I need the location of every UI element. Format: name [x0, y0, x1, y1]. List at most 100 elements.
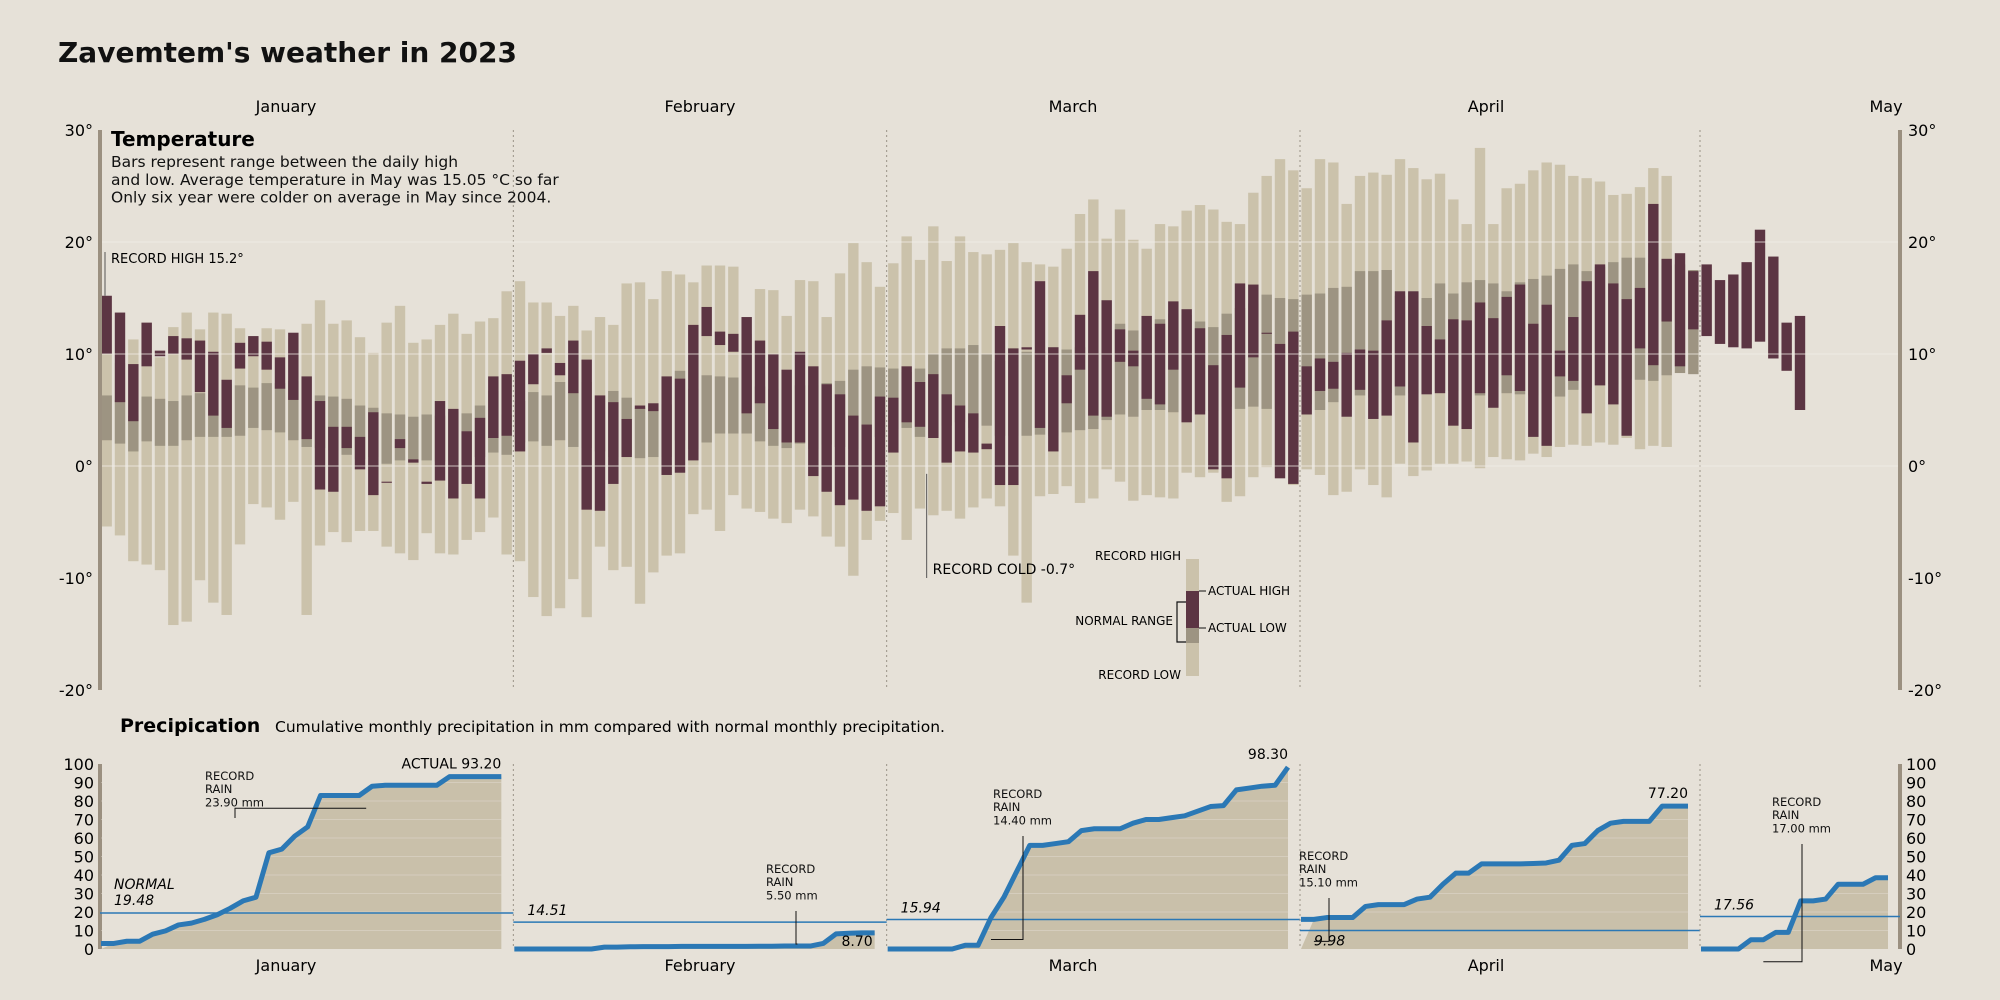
precip-record-annotation: RECORD: [1299, 849, 1348, 863]
record-range-bar: [168, 327, 179, 626]
actual-range-bar: [821, 384, 832, 492]
y-tick-label: -20°: [59, 681, 93, 700]
precip-area: [101, 776, 502, 949]
precip-record-annotation: 23.90 mm: [205, 795, 264, 809]
record-range-bar: [554, 315, 566, 609]
actual-range-bar: [1074, 314, 1086, 370]
precip-cumulative-line: [101, 774, 502, 946]
actual-range-bar: [488, 376, 499, 438]
precip-normal-label: 17.56: [1714, 898, 1754, 914]
record-range-bar: [194, 329, 206, 581]
actual-range-bar: [528, 354, 539, 385]
normal-range-bar: [394, 414, 406, 461]
actual-range-bar: [1488, 318, 1499, 408]
precip-record-annotation: RAIN: [1299, 862, 1326, 876]
legend-actual-range: [1186, 591, 1199, 628]
normal-range-bar: [981, 354, 992, 426]
actual-range-bar: [981, 443, 992, 450]
actual-range-bar: [768, 354, 779, 430]
actual-range-bar: [221, 379, 232, 428]
actual-range-bar: [1514, 284, 1526, 391]
actual-range-bar: [741, 317, 752, 414]
legend-actual-high: ACTUAL HIGH: [1208, 584, 1290, 598]
actual-range-bar: [1768, 256, 1779, 359]
precip-record-leader: [234, 807, 367, 818]
actual-range-bar: [1034, 281, 1046, 428]
precip-record-annotation: RAIN: [993, 800, 1020, 814]
actual-range-bar: [448, 408, 459, 499]
record-range-bar: [221, 313, 232, 615]
normal-range-bar: [861, 366, 872, 451]
actual-range-bar: [328, 426, 339, 492]
normal-range-bar: [1301, 294, 1312, 405]
actual-range-bar: [408, 459, 419, 463]
normal-range-bar: [381, 413, 392, 464]
y-tick-label-right: 10°: [1908, 345, 1936, 364]
precip-normal-label: NORMAL: [114, 877, 175, 893]
precip-record-annotation: RAIN: [766, 875, 793, 889]
record-range-bar: [234, 328, 246, 545]
normal-range-bar: [954, 348, 966, 423]
precip-y-tick-right: 90: [1906, 774, 1926, 793]
actual-range-bar: [208, 351, 219, 416]
actual-range-bar: [1221, 334, 1232, 479]
chart-title: Zavemtem's weather in 2023: [58, 36, 517, 69]
actual-range-bar: [808, 366, 819, 477]
temperature-description: and low. Average temperature in May was …: [111, 171, 559, 189]
actual-range-bar: [314, 401, 326, 490]
actual-range-bar: [1141, 315, 1152, 399]
actual-range-bar: [568, 340, 579, 394]
actual-range-bar: [168, 336, 179, 354]
actual-range-bar: [128, 364, 139, 422]
actual-range-bar: [594, 395, 606, 511]
actual-range-bar: [114, 312, 126, 403]
precip-record-leader: [990, 836, 1024, 941]
month-label: May: [1869, 97, 1902, 116]
actual-range-bar: [1448, 319, 1459, 426]
precip-y-tick-right: 10: [1906, 922, 1926, 941]
precip-y-tick: 80: [74, 792, 94, 811]
normal-range-bar: [941, 348, 952, 426]
precip-month-label: May: [1869, 956, 1902, 975]
normal-range-bar: [101, 395, 112, 441]
precip-actual-label: 77.20: [1648, 786, 1688, 802]
precip-y-tick: 60: [74, 829, 94, 848]
record-range-bar: [114, 362, 126, 536]
actual-range-bar: [1261, 332, 1272, 334]
normal-range-bar: [1328, 287, 1339, 403]
normal-range-bar: [754, 386, 766, 442]
precip-y-tick-right: 100: [1906, 755, 1937, 774]
actual-range-bar: [1341, 352, 1352, 417]
actual-range-bar: [1208, 365, 1219, 470]
actual-range-bar: [1568, 317, 1579, 381]
precip-y-tick: 30: [74, 885, 94, 904]
actual-range-bar: [421, 481, 432, 484]
precip-month-label: April: [1468, 956, 1505, 975]
actual-range-bar: [968, 413, 979, 453]
actual-range-bar: [1581, 281, 1592, 414]
actual-range-bar: [928, 374, 939, 438]
actual-range-bar: [288, 332, 299, 400]
precip-normal-label: 9.98: [1314, 934, 1345, 950]
precip-record-annotation: 17.00 mm: [1772, 821, 1831, 835]
actual-range-bar: [554, 362, 566, 376]
actual-range-bar: [1474, 302, 1486, 394]
precipitation-description: Cumulative monthly precipitation in mm c…: [275, 718, 945, 736]
precip-y-tick: 0: [84, 940, 94, 959]
normal-range-bar: [648, 408, 659, 458]
normal-range-bar: [141, 396, 152, 442]
precip-y-tick: 20: [74, 903, 94, 922]
record-range-bar: [528, 302, 539, 598]
actual-range-bar: [661, 376, 672, 475]
normal-range-bar: [234, 385, 246, 436]
precip-month-label: February: [665, 956, 736, 975]
temperature-description: Only six year were colder on average in …: [111, 189, 551, 207]
actual-range-bar: [1194, 328, 1206, 415]
normal-range-bar: [328, 396, 339, 451]
y-tick-label: 20°: [65, 233, 93, 252]
actual-range-bar: [434, 401, 446, 481]
normal-range-bar: [408, 416, 419, 460]
actual-range-bar: [954, 405, 966, 452]
temperature-description: Bars represent range between the daily h…: [111, 153, 458, 171]
y-tick-label-right: 30°: [1908, 121, 1936, 140]
